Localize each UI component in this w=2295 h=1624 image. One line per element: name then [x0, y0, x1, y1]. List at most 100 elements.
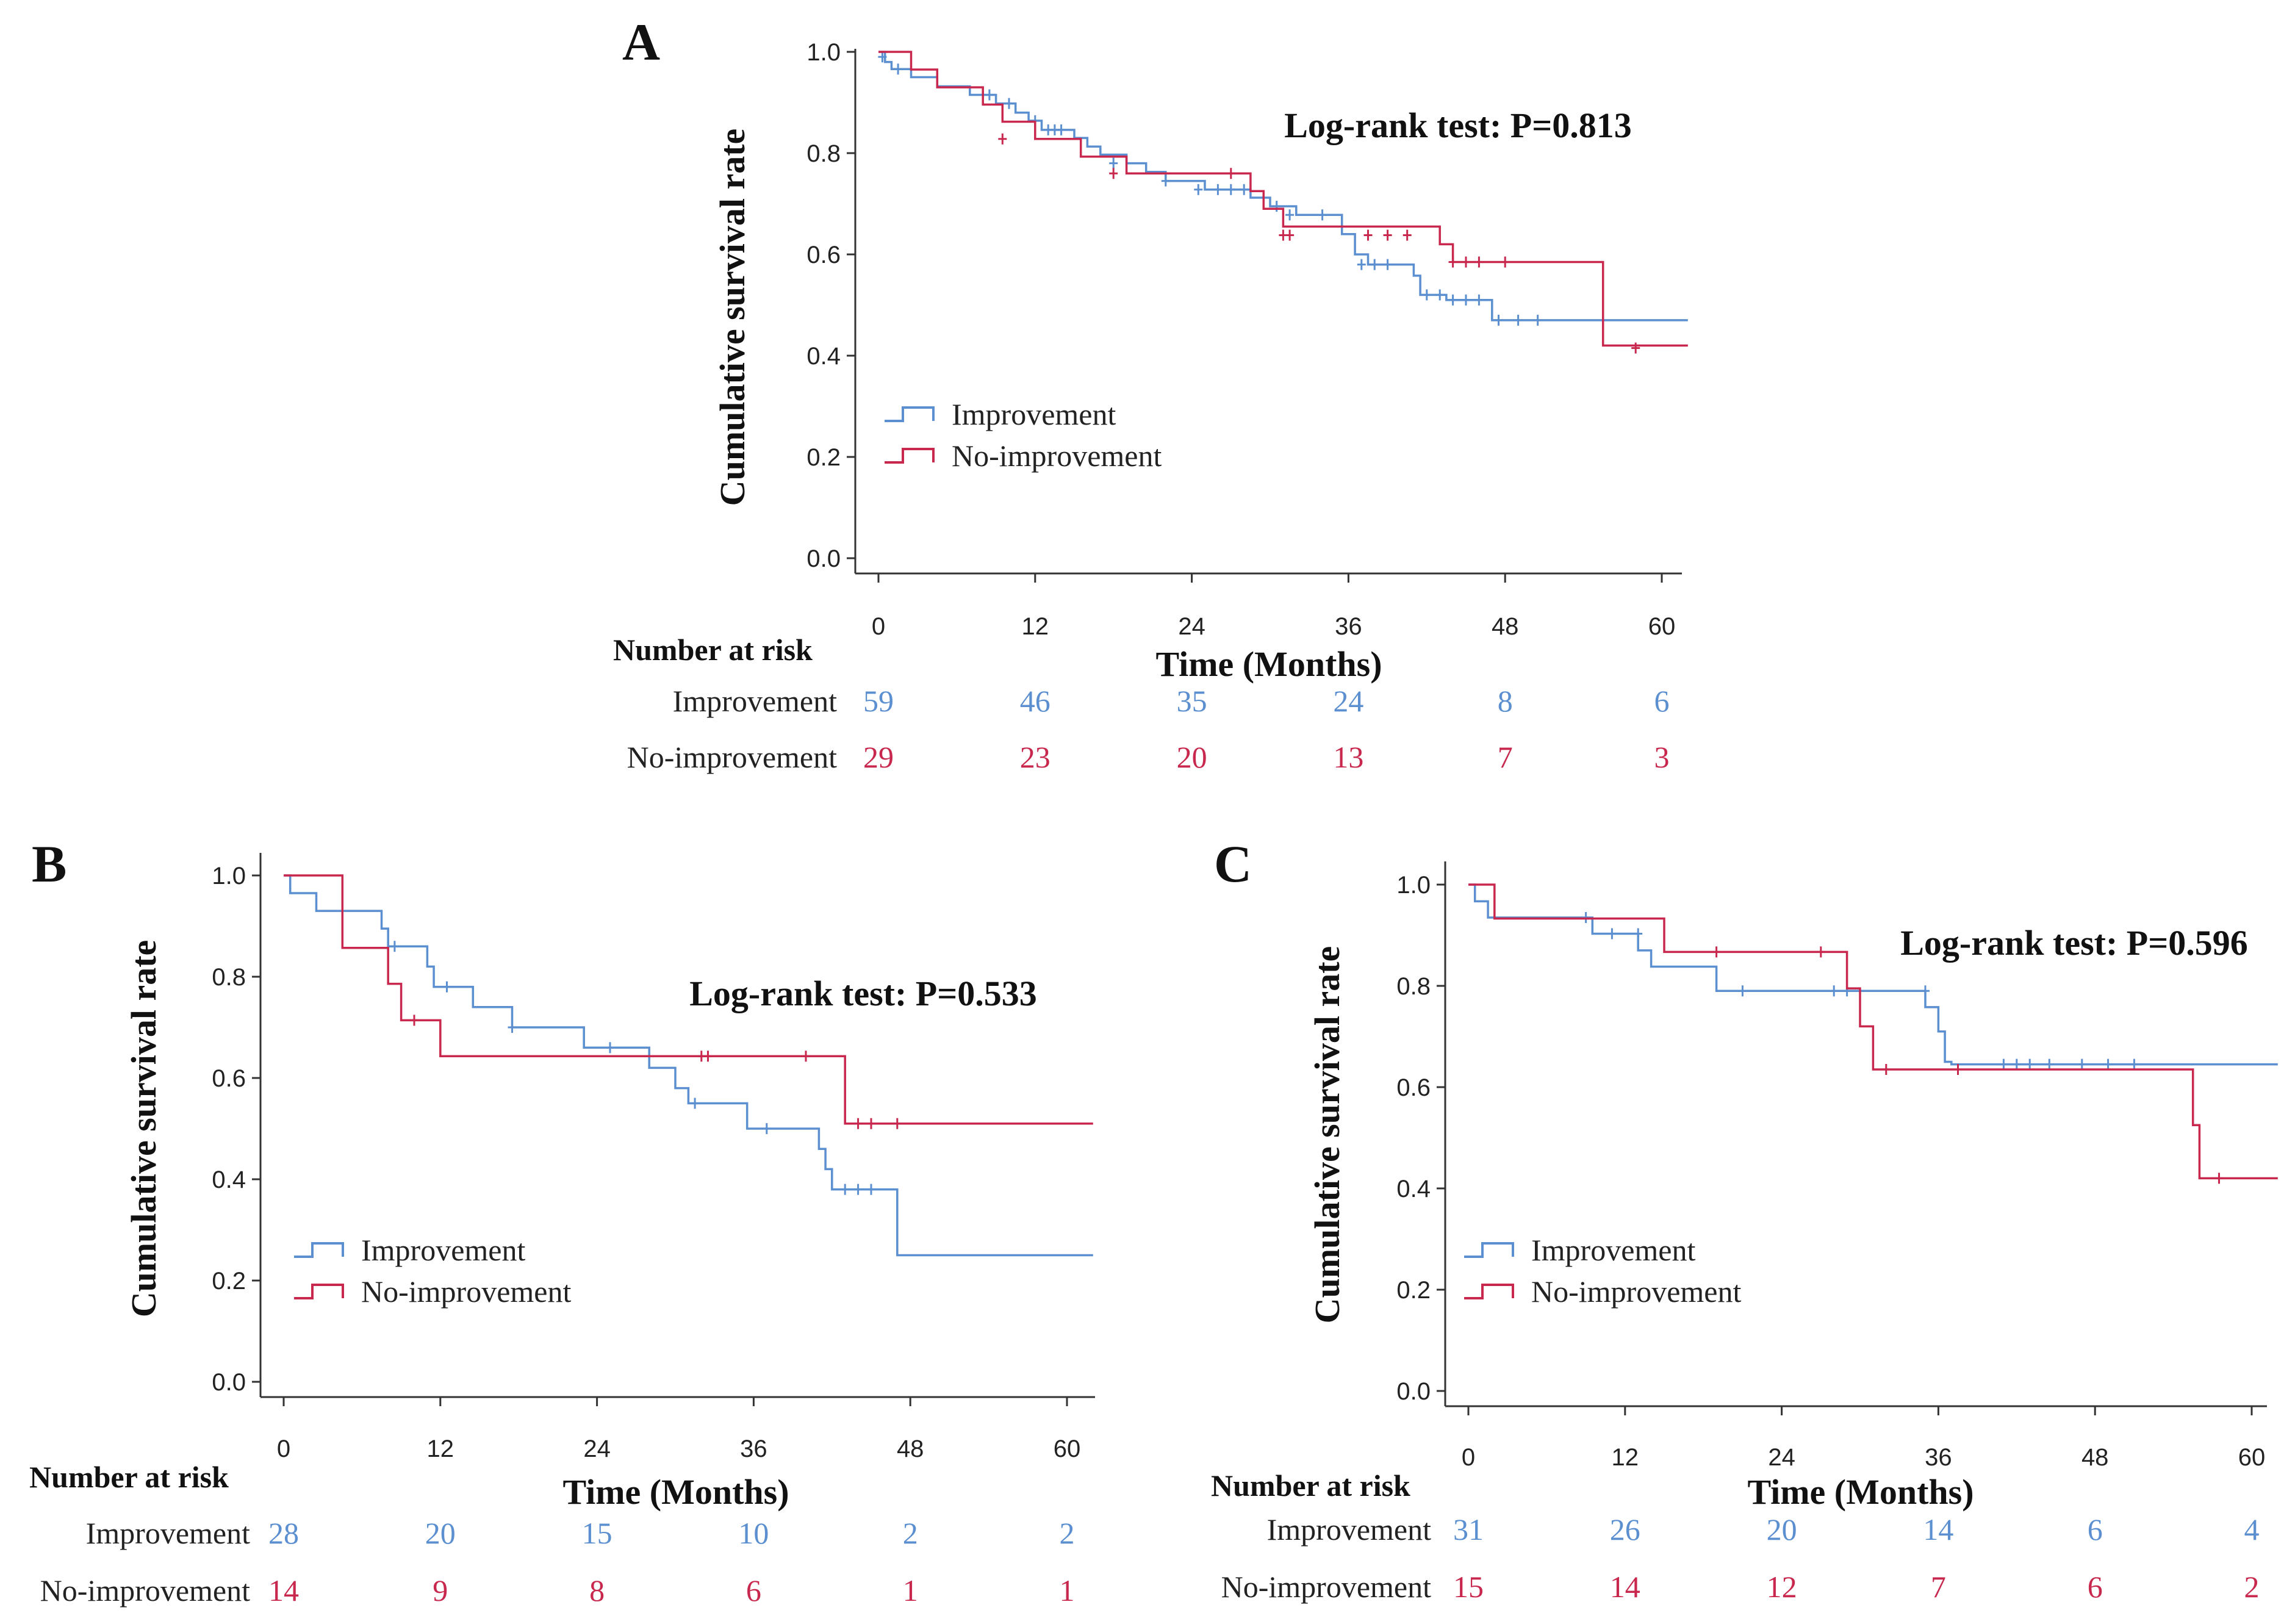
- x-tick-label: 60: [2238, 1444, 2266, 1471]
- risk-value: 2: [2244, 1570, 2260, 1604]
- y-tick-label: 0.2: [212, 1268, 246, 1295]
- censor-mark: [1738, 985, 1747, 997]
- y-tick-label: 0.4: [806, 343, 841, 370]
- censor-mark: [1712, 946, 1721, 958]
- y-tick-label: 0.6: [212, 1065, 246, 1092]
- censor-mark: [1462, 294, 1470, 306]
- log-rank-annotation: Log-rank test: P=0.813: [1284, 106, 1632, 145]
- risk-value: 10: [738, 1516, 769, 1550]
- legend-swatch-improvement: [1464, 1242, 1514, 1258]
- x-tick-label: 0: [1462, 1444, 1475, 1471]
- censor-mark: [1370, 259, 1379, 270]
- censor-mark: [1357, 259, 1366, 270]
- risk-value: 14: [1610, 1570, 1640, 1604]
- censor-mark: [1494, 314, 1503, 326]
- censor-mark: [1448, 256, 1457, 268]
- censor-mark: [1383, 259, 1392, 270]
- x-tick-label: 48: [2081, 1444, 2109, 1471]
- risk-value: 20: [1177, 740, 1207, 774]
- legend-entry-no-improvement: No-improvement: [952, 439, 1162, 473]
- censor-mark: [1194, 184, 1203, 195]
- x-tick-label: 36: [740, 1435, 767, 1462]
- censor-mark: [1816, 946, 1825, 958]
- censor-mark: [1161, 175, 1170, 187]
- series-line-improvement: [284, 874, 1093, 1257]
- censor-mark: [2045, 1058, 2054, 1070]
- censor-mark: [1057, 124, 1066, 135]
- censor-mark: [2214, 1173, 2224, 1184]
- censor-mark: [1285, 229, 1295, 241]
- y-tick-label: 0.8: [212, 964, 246, 991]
- series-line-no-improvement: [1468, 883, 2278, 1180]
- censor-mark: [691, 1098, 700, 1109]
- risk-value: 14: [1923, 1512, 1953, 1547]
- y-axis-title: Cumulative survival rate: [124, 940, 163, 1318]
- y-axis-title: Cumulative survival rate: [713, 129, 752, 506]
- censor-mark: [1240, 184, 1249, 195]
- panel-label: A: [622, 13, 660, 71]
- censor-mark: [998, 133, 1007, 145]
- risk-value: 9: [433, 1573, 448, 1608]
- legend-entry-improvement: Improvement: [1531, 1233, 1695, 1267]
- risk-value: 8: [1498, 684, 1513, 718]
- legend-swatch-improvement: [294, 1242, 344, 1258]
- risk-value: 20: [1767, 1512, 1797, 1547]
- risk-row-label: Improvement: [1267, 1512, 1431, 1547]
- risk-row-label: No-improvement: [40, 1573, 250, 1608]
- legend-swatch-no-improvement: [294, 1284, 344, 1299]
- risk-value: 2: [903, 1516, 918, 1550]
- censor-mark: [1999, 1058, 2008, 1070]
- censor-mark: [1109, 157, 1118, 169]
- legend-swatch-no-improvement: [1464, 1284, 1514, 1299]
- risk-table-title: Number at risk: [29, 1460, 229, 1494]
- risk-value: 15: [1453, 1570, 1484, 1604]
- censor-mark: [508, 1022, 517, 1033]
- risk-value: 13: [1333, 740, 1363, 774]
- censor-mark: [867, 1184, 875, 1195]
- y-tick-label: 0.2: [1396, 1277, 1431, 1304]
- legend-entry-improvement: Improvement: [361, 1233, 525, 1267]
- censor-mark: [1226, 168, 1235, 179]
- censor-mark: [442, 981, 451, 993]
- y-tick-label: 1.0: [1396, 872, 1431, 899]
- censor-mark: [1005, 98, 1013, 109]
- censor-mark: [1462, 256, 1470, 268]
- legend-entry-improvement: Improvement: [952, 397, 1116, 431]
- risk-value: 6: [2088, 1512, 2103, 1547]
- censor-mark: [894, 63, 903, 75]
- censor-mark: [802, 1051, 810, 1062]
- censor-mark: [762, 1123, 771, 1134]
- censor-mark: [1474, 256, 1484, 268]
- x-tick-label: 24: [583, 1435, 611, 1462]
- censor-mark: [1318, 209, 1327, 221]
- risk-table-title: Number at risk: [1211, 1468, 1410, 1503]
- censor-mark: [2130, 1058, 2139, 1070]
- x-tick-label: 48: [897, 1435, 924, 1462]
- y-tick-label: 0.4: [212, 1166, 246, 1193]
- x-tick-label: 48: [1492, 613, 1519, 640]
- censor-mark: [867, 1118, 875, 1129]
- panel-label: C: [1214, 835, 1252, 893]
- risk-table-title: Number at risk: [613, 633, 813, 667]
- x-tick-label: 12: [427, 1435, 454, 1462]
- censor-mark: [1213, 184, 1223, 195]
- x-tick-label: 36: [1335, 613, 1362, 640]
- censor-mark: [853, 1118, 863, 1129]
- risk-value: 14: [268, 1573, 299, 1608]
- censor-mark: [1435, 289, 1445, 301]
- legend-swatch-improvement: [885, 406, 935, 422]
- censor-mark: [1285, 209, 1295, 221]
- x-tick-label: 12: [1612, 1444, 1639, 1471]
- risk-value: 24: [1333, 684, 1363, 718]
- risk-value: 28: [268, 1516, 299, 1550]
- x-tick-label: 60: [1648, 613, 1676, 640]
- risk-row-label: No-improvement: [1221, 1570, 1431, 1604]
- y-tick-label: 0.0: [806, 545, 841, 572]
- x-tick-label: 12: [1022, 613, 1049, 640]
- censor-mark: [1881, 1063, 1891, 1075]
- censor-mark: [1448, 294, 1457, 306]
- risk-value: 6: [746, 1573, 761, 1608]
- risk-row-label: Improvement: [86, 1516, 250, 1550]
- log-rank-annotation: Log-rank test: P=0.533: [689, 974, 1037, 1013]
